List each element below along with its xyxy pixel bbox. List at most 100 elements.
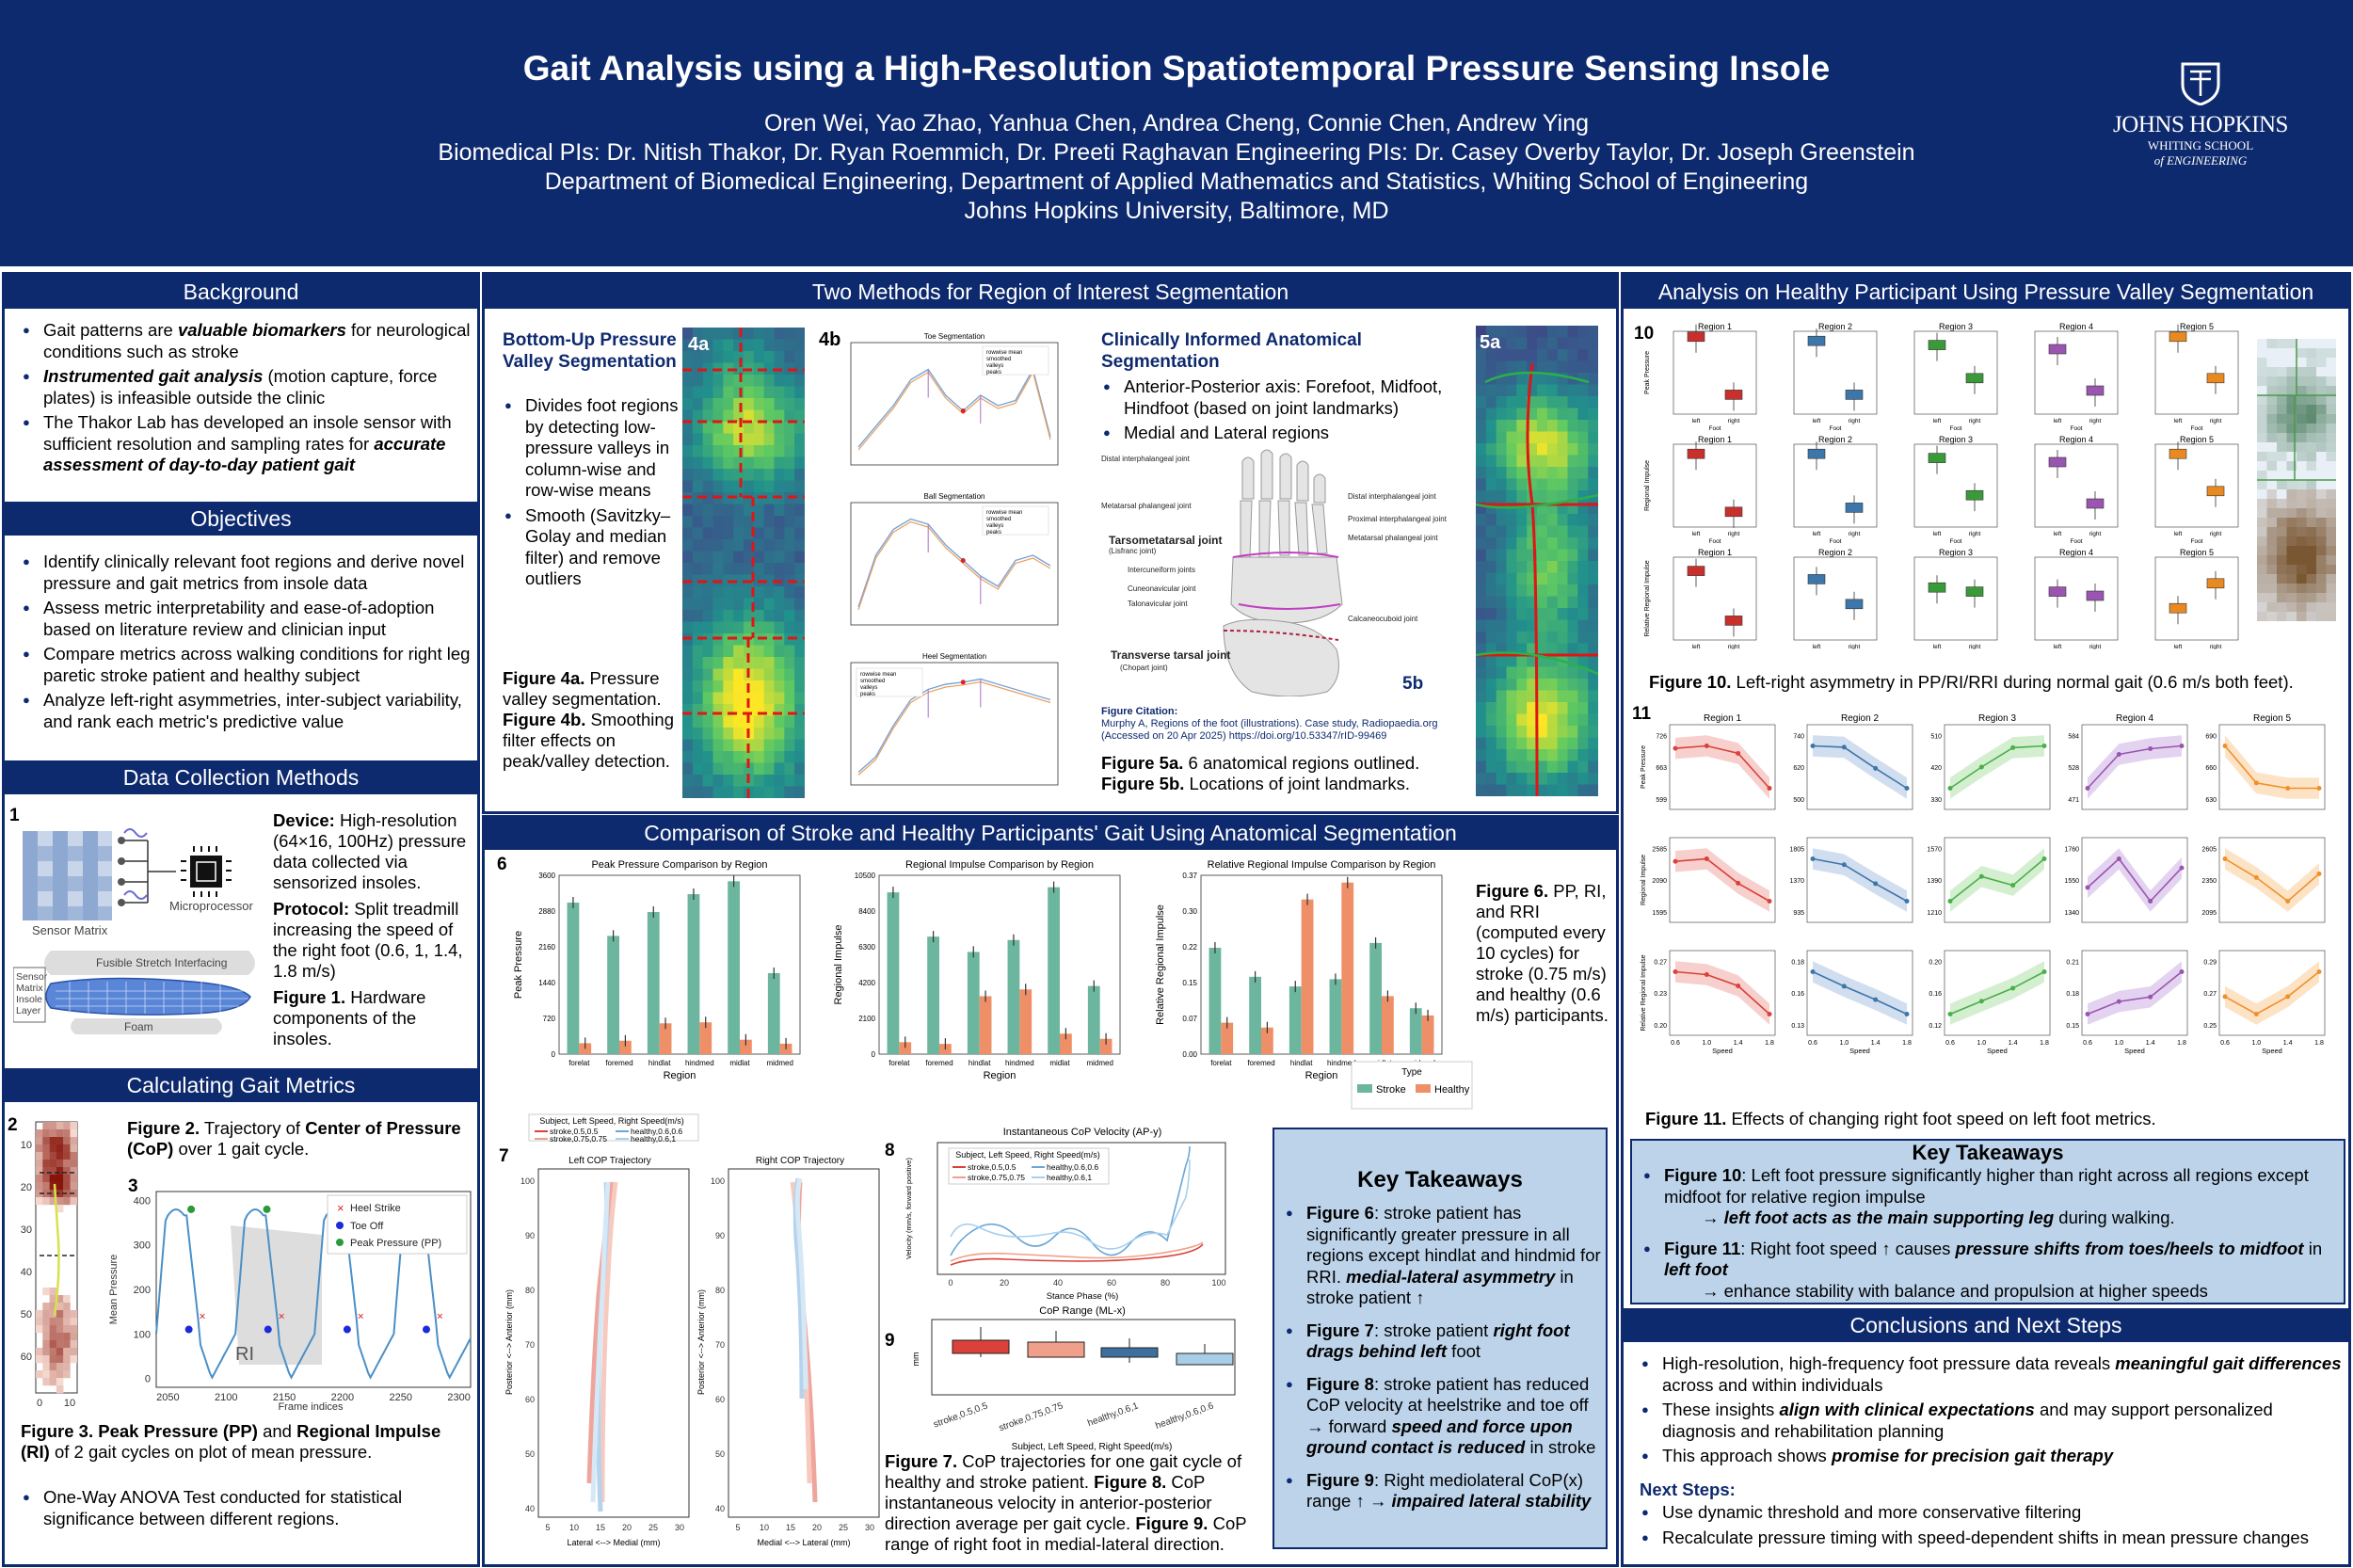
fig11-speed-lines: Region 1 599 663 726 Peak Pressure Region 2 50… [1641, 713, 2326, 1055]
fig4a-heatmap: 4a [682, 328, 805, 798]
svg-text:valleys: valleys [986, 523, 1003, 529]
svg-text:Velocity (mm/s, forward positi: Velocity (mm/s, forward positive) [904, 1158, 913, 1259]
svg-text:5b: 5b [1402, 674, 1423, 694]
svg-text:Relative Regional Impulse: Relative Regional Impulse [1644, 560, 1651, 636]
svg-text:663: 663 [1656, 765, 1667, 772]
svg-text:midlat: midlat [1049, 1059, 1070, 1067]
svg-text:Distal interphalangeal joint: Distal interphalangeal joint [1101, 455, 1191, 463]
svg-text:80: 80 [1160, 1278, 1170, 1288]
svg-text:Distal interphalangeal joint: Distal interphalangeal joint [1348, 492, 1437, 501]
list-item: One-Way ANOVA Test conducted for statist… [21, 1487, 472, 1529]
svg-text:foremed: foremed [605, 1059, 632, 1067]
clinical-list: Anterior-Posterior axis: Forefoot, Midfo… [1101, 376, 1455, 448]
svg-text:0.27: 0.27 [2203, 991, 2217, 998]
svg-text:left: left [1933, 418, 1942, 424]
svg-text:Transverse tarsal joint: Transverse tarsal joint [1111, 648, 1230, 662]
svg-text:hindmed: hindmed [1005, 1059, 1034, 1067]
svg-text:Regional Impulse: Regional Impulse [833, 925, 844, 1005]
svg-text:Peak Pressure: Peak Pressure [1641, 745, 1647, 789]
svg-text:100: 100 [711, 1176, 725, 1186]
svg-text:2200: 2200 [331, 1392, 354, 1403]
svg-text:15: 15 [596, 1523, 605, 1532]
svg-text:stroke,0.5,0.5: stroke,0.5,0.5 [968, 1162, 1016, 1172]
foot-skeleton-diagram: Distal interphalangeal joint Metatarsal p… [1101, 449, 1448, 696]
cop-heatmap: 10 20 30 40 50 60 0 10 [21, 1121, 78, 1409]
svg-text:Talonavicular joint: Talonavicular joint [1128, 600, 1188, 608]
svg-text:Region: Region [984, 1070, 1016, 1081]
svg-text:5: 5 [545, 1523, 550, 1532]
svg-text:30: 30 [675, 1523, 684, 1532]
svg-text:smoothed: smoothed [986, 357, 1011, 362]
svg-text:1210: 1210 [1927, 910, 1942, 917]
svg-text:1.0: 1.0 [2251, 1040, 2261, 1047]
svg-text:1.8: 1.8 [2177, 1040, 2186, 1047]
logo-name: JOHNS HOPKINS [2113, 112, 2288, 137]
fig6-number: 6 [497, 855, 507, 874]
svg-text:Regional Impulse Comparison by: Regional Impulse Comparison by Region [905, 859, 1094, 871]
svg-text:Regional Impulse: Regional Impulse [1641, 855, 1647, 905]
svg-text:foremed: foremed [1247, 1059, 1274, 1067]
logo-engineering: of ENGINEERING [2153, 153, 2248, 168]
fig9-range-boxplot: CoP Range (ML-x) mm stroke,0.5,0.5 stroke… [911, 1305, 1236, 1452]
svg-text:3600: 3600 [538, 872, 555, 880]
svg-text:1.0: 1.0 [1839, 1040, 1849, 1047]
svg-text:690: 690 [2205, 733, 2217, 740]
svg-text:Intercuneiform joints: Intercuneiform joints [1128, 566, 1195, 574]
svg-text:1370: 1370 [1789, 878, 1804, 885]
svg-text:0.20: 0.20 [1654, 1023, 1667, 1030]
svg-text:80: 80 [525, 1286, 535, 1295]
svg-text:Region 1: Region 1 [1704, 713, 1741, 724]
svg-text:Region 3: Region 3 [1939, 435, 1973, 444]
svg-text:30: 30 [865, 1523, 874, 1532]
list-item: Anterior-Posterior axis: Forefoot, Midfo… [1101, 376, 1455, 419]
svg-text:Region 4: Region 4 [2059, 435, 2093, 444]
svg-text:300: 300 [134, 1240, 151, 1252]
svg-text:Lateral <--> Medial (mm): Lateral <--> Medial (mm) [567, 1538, 660, 1547]
svg-text:10: 10 [569, 1523, 579, 1532]
svg-text:1.4: 1.4 [2283, 1040, 2293, 1047]
svg-text:0.23: 0.23 [1654, 991, 1667, 998]
svg-text:70: 70 [525, 1340, 535, 1350]
svg-text:Speed: Speed [2124, 1047, 2145, 1055]
svg-text:healthy,0.6,0.6: healthy,0.6,0.6 [1154, 1400, 1215, 1432]
list-item: This approach shows promise for precisio… [1640, 1446, 2342, 1467]
svg-text:forelat: forelat [888, 1059, 910, 1067]
svg-text:Healthy: Healthy [1434, 1084, 1470, 1096]
svg-text:2100: 2100 [858, 1015, 875, 1023]
svg-text:720: 720 [543, 1015, 556, 1023]
svg-text:Foam: Foam [124, 1020, 153, 1033]
svg-text:left: left [2054, 644, 2062, 649]
svg-text:right: right [2210, 644, 2222, 649]
svg-text:Foot: Foot [1829, 425, 1841, 432]
fig11-caption: Figure 11. Effects of changing right foo… [1645, 1109, 2156, 1128]
svg-text:Metatarsal phalangeal joint: Metatarsal phalangeal joint [1348, 534, 1438, 542]
svg-text:1440: 1440 [538, 979, 555, 987]
svg-text:hindlat: hindlat [968, 1059, 991, 1067]
svg-text:×: × [337, 1201, 344, 1215]
svg-text:Heel Strike: Heel Strike [350, 1203, 401, 1214]
svg-text:1.8: 1.8 [2040, 1040, 2049, 1047]
header-banner [0, 0, 2353, 266]
microprocessor-icon [181, 846, 232, 897]
svg-text:Region 2: Region 2 [1818, 435, 1852, 444]
svg-text:0.15: 0.15 [2066, 1023, 2079, 1030]
svg-text:50: 50 [21, 1309, 32, 1320]
svg-text:Tarsometatarsal joint: Tarsometatarsal joint [1109, 534, 1222, 547]
svg-text:1805: 1805 [1789, 846, 1804, 853]
svg-text:1390: 1390 [1927, 878, 1942, 885]
svg-text:stroke,0.75,0.75: stroke,0.75,0.75 [998, 1400, 1065, 1433]
svg-text:valleys: valleys [986, 363, 1003, 369]
clinical-title: Clinically Informed Anatomical Segmentat… [1101, 330, 1362, 372]
fig5-caption: Figure 5a. 6 anatomical regions outlined… [1101, 753, 1420, 793]
svg-text:Sensor: Sensor [16, 971, 48, 983]
svg-text:10: 10 [21, 1140, 32, 1151]
svg-text:foremed: foremed [925, 1059, 952, 1067]
svg-text:Right COP Trajectory: Right COP Trajectory [756, 1156, 844, 1166]
svg-text:2090: 2090 [1652, 878, 1667, 885]
svg-text:Subject, Left Speed, Right Spe: Subject, Left Speed, Right Speed(m/s) [539, 1116, 684, 1126]
svg-text:(Lisfranc joint): (Lisfranc joint) [1109, 547, 1157, 555]
sensor-matrix-icon [23, 831, 112, 920]
list-item: Analyze left-right asymmetries, inter-su… [21, 690, 472, 732]
svg-text:Region 5: Region 5 [2180, 435, 2214, 444]
svg-text:528: 528 [2068, 765, 2079, 772]
